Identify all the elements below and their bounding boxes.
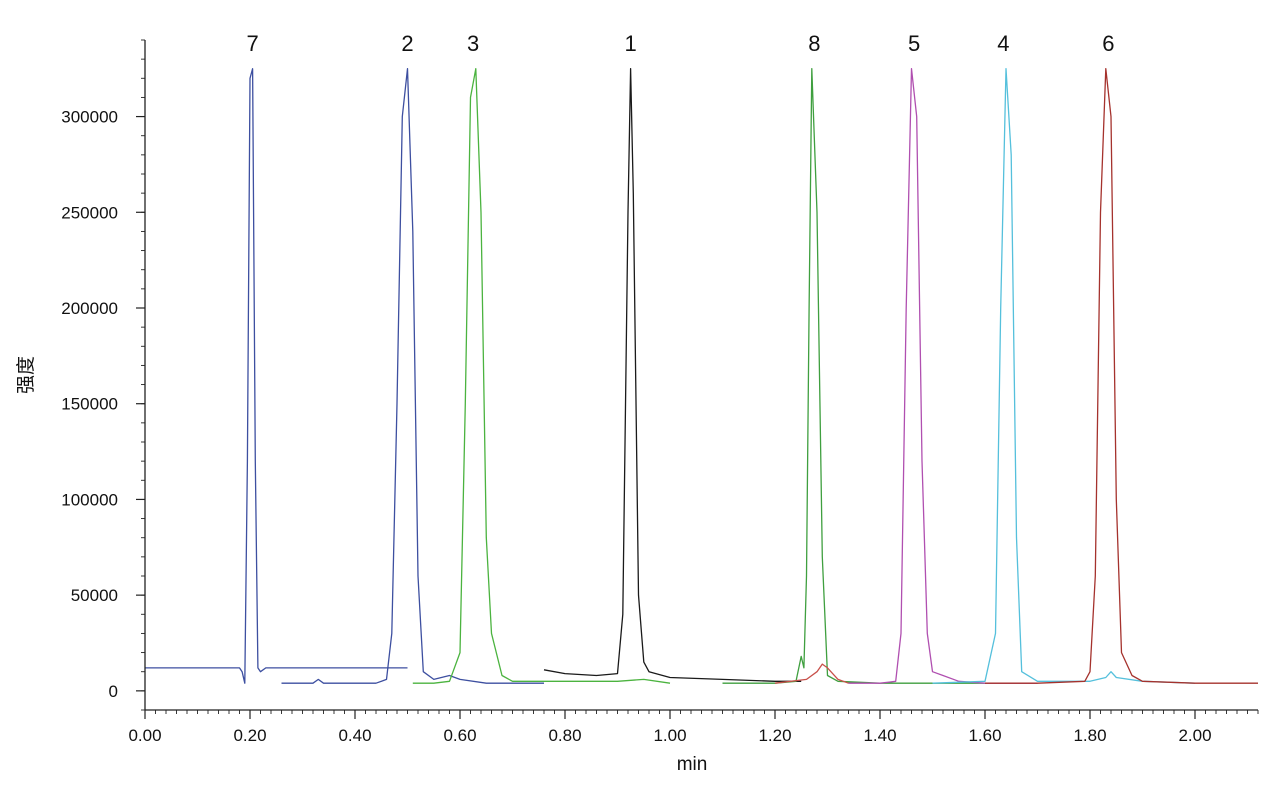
x-axis-title: min [677,754,708,775]
y-tick-label: 200000 [61,299,118,318]
peak-label-7: 7 [247,31,259,56]
peak-label-8: 8 [808,31,820,56]
x-tick-label: 2.00 [1178,726,1211,745]
y-tick-label: 300000 [61,108,118,127]
axes-layer [144,40,1258,711]
x-tick-label: 0.80 [548,726,581,745]
series-line-8 [722,68,985,684]
peak-label-3: 3 [467,31,479,56]
y-tick-label: 0 [109,682,118,701]
series-line-4 [932,68,1196,684]
series-line-8-minor [774,663,849,684]
x-tick-label: 1.00 [653,726,686,745]
series-line-2 [281,68,544,684]
x-tick-label: 1.60 [968,726,1001,745]
peak-label-4: 4 [997,31,1009,56]
x-tick-label: 0.60 [443,726,476,745]
x-tick-label: 1.80 [1073,726,1106,745]
y-tick-label: 150000 [61,395,118,414]
peak-labels-layer: 7 2 3 1 8 5 4 6 [247,31,1115,56]
series-line-3 [412,68,671,684]
y-tick-label: 100000 [61,490,118,509]
x-tick-label: 0.20 [233,726,266,745]
series-line-5 [848,68,1038,684]
y-axis-title: 强度 [15,356,37,394]
x-tick-label: 1.40 [863,726,896,745]
x-tick-label: 1.20 [758,726,791,745]
y-tick-label: 50000 [71,586,118,605]
series-layer [145,68,1258,684]
peak-label-5: 5 [908,31,920,56]
y-tick-label: 250000 [61,203,118,222]
peak-label-6: 6 [1102,31,1114,56]
peak-label-2: 2 [401,31,413,56]
peak-label-1: 1 [625,31,637,56]
x-tick-label: 0.00 [128,726,161,745]
series-line-6 [985,68,1258,684]
series-line-1 [543,68,802,682]
ticks-layer: 0.00 0.20 0.40 0.60 0.80 1.00 1.20 1.40 1.60 1.80… [61,39,1259,745]
series-line-7 [145,68,408,684]
x-tick-label: 0.40 [338,726,371,745]
